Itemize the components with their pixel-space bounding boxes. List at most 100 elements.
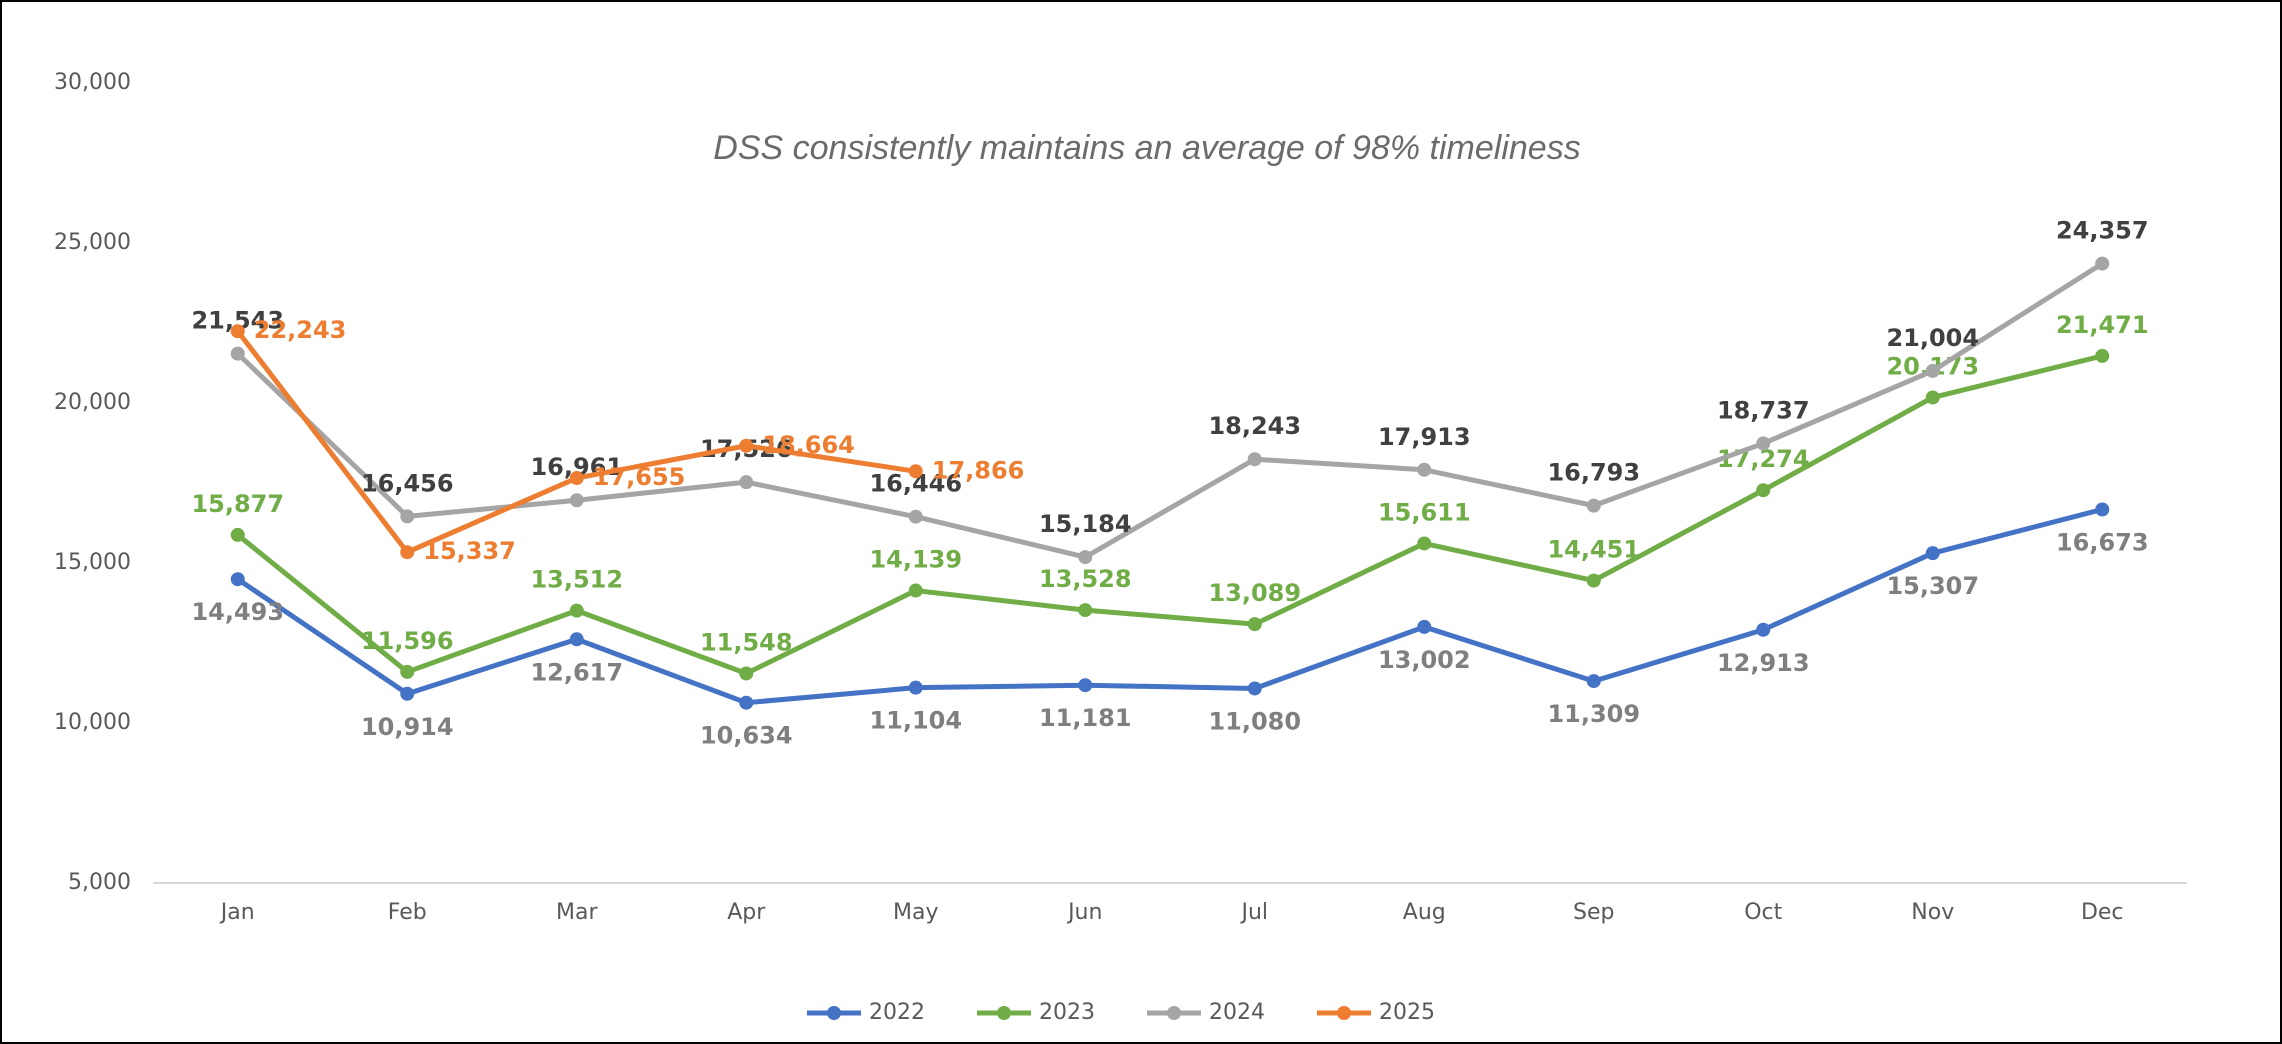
point [230,346,245,361]
legend-marker [1337,1006,1351,1020]
point [569,493,584,508]
point [230,572,245,587]
point [1247,681,1262,696]
legend-marker [997,1006,1011,1020]
point [908,680,923,695]
point [400,686,415,701]
point [400,509,415,524]
data-label: 17,655 [593,463,686,491]
point [739,438,754,453]
data-label: 18,664 [762,431,855,459]
data-label: 11,080 [1208,707,1301,735]
point [1247,617,1262,632]
data-label: 24,357 [2056,217,2149,245]
point [2095,348,2110,363]
point [1417,536,1432,551]
x-tick-label: May [893,900,938,925]
y-tick-label: 15,000 [54,550,131,575]
point [400,545,415,560]
legend-marker [827,1006,841,1020]
data-label: 17,866 [932,456,1025,484]
data-label: 15,611 [1378,498,1471,526]
data-label: 12,617 [530,658,623,686]
point [1586,498,1601,513]
x-tick-label: Jan [219,900,255,925]
point [1078,603,1093,618]
data-label: 13,002 [1378,646,1471,674]
point [739,695,754,710]
y-tick-label: 10,000 [54,710,131,735]
x-tick-label: Dec [2081,900,2124,925]
data-label: 16,673 [2056,528,2149,556]
point [1756,436,1771,451]
point [400,664,415,679]
data-label: 16,456 [361,469,454,497]
point [1925,546,1940,561]
x-tick-label: Nov [1911,900,1954,925]
y-tick-label: 20,000 [54,390,131,415]
point [739,666,754,681]
point [1417,619,1432,634]
data-label: 18,737 [1717,396,1810,424]
point [569,603,584,618]
x-tick-label: Sep [1573,900,1614,925]
data-label: 12,913 [1717,649,1810,677]
data-label: 13,512 [530,566,623,594]
y-tick-label: 5,000 [68,870,131,895]
data-label: 11,596 [361,627,454,655]
series-line [236,261,2104,560]
point [230,324,245,339]
x-tick-label: Feb [388,900,427,925]
point [569,632,584,647]
point [1925,363,1940,378]
data-label: 15,184 [1039,510,1132,538]
y-tick-label: 30,000 [54,70,131,95]
chart-title: DSS consistently maintains an average of… [713,129,1580,167]
x-tick-label: Oct [1744,900,1782,925]
series-line [236,353,2103,676]
data-label: 13,089 [1208,579,1301,607]
point [569,471,584,486]
point [908,464,923,479]
point [739,475,754,490]
series-line [236,507,2103,706]
data-label: 14,451 [1547,536,1640,564]
x-tick-label: Jun [1066,900,1102,925]
data-label: 17,913 [1378,423,1471,451]
data-label: 10,634 [700,722,793,750]
x-tick-label: Mar [556,900,598,925]
data-label: 15,307 [1886,572,1979,600]
data-label: 15,877 [191,490,284,518]
data-label: 22,243 [254,316,347,344]
legend-label: 2023 [1039,1000,1095,1025]
legend-label: 2025 [1379,1000,1435,1025]
data-label: 11,548 [700,628,793,656]
point [1078,678,1093,693]
point [2095,256,2110,271]
data-label: 14,139 [869,546,962,574]
point [908,509,923,524]
data-label: 11,181 [1039,704,1132,732]
point [230,527,245,542]
data-label: 16,793 [1547,459,1640,487]
point [1925,390,1940,405]
legend-label: 2024 [1209,1000,1265,1025]
x-tick-label: Apr [727,900,766,925]
point [1756,483,1771,498]
point [908,583,923,598]
data-label: 11,104 [869,707,962,735]
point [2095,502,2110,517]
data-label: 21,471 [2056,311,2149,339]
point [1247,452,1262,467]
point [1417,462,1432,477]
data-label: 18,243 [1208,412,1301,440]
y-tick-label: 25,000 [54,230,131,255]
x-tick-label: Aug [1403,900,1446,925]
data-label: 13,528 [1039,565,1132,593]
data-label: 11,309 [1547,700,1640,728]
data-label: 15,337 [423,537,516,565]
data-label: 10,914 [361,713,454,741]
point [1756,622,1771,637]
point [1586,573,1601,588]
